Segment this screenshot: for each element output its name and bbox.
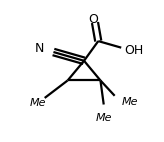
Text: N: N [35,42,44,55]
Text: Me: Me [30,98,46,108]
Text: O: O [88,13,98,26]
Text: OH: OH [124,44,144,57]
Text: Me: Me [95,113,112,123]
Text: Me: Me [121,97,138,107]
